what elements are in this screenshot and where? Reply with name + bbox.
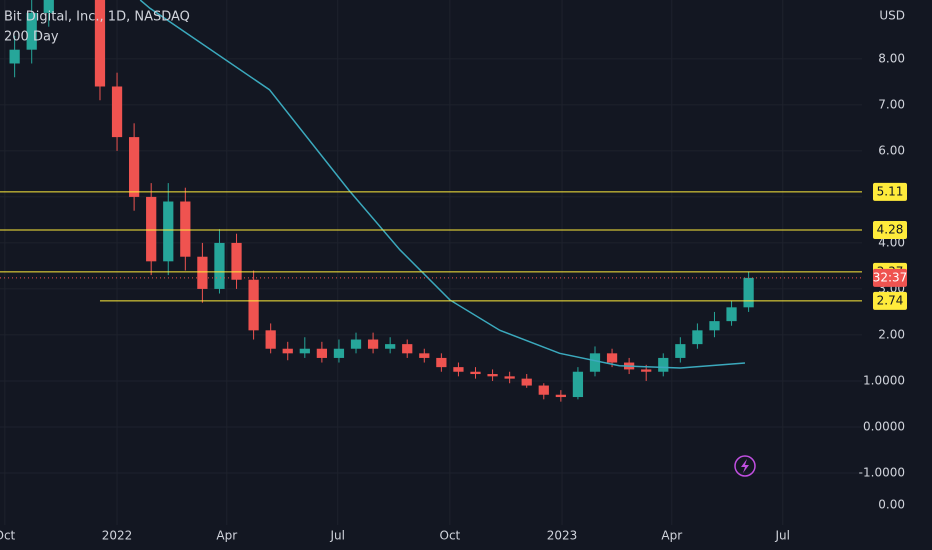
candle-body xyxy=(521,378,532,386)
candle-body xyxy=(487,374,498,377)
time-axis xyxy=(0,525,932,550)
candle-body xyxy=(453,367,464,372)
candle-body xyxy=(350,339,362,349)
level-badge xyxy=(873,221,907,240)
candle-body xyxy=(658,357,669,372)
candle-body xyxy=(743,277,754,308)
x-tick-label: Jul xyxy=(329,529,344,543)
candle-body xyxy=(470,371,481,375)
level-badge xyxy=(873,291,907,310)
chart-title: Bit Digital, Inc., 1D, NASDAQ xyxy=(4,10,190,25)
candle-body xyxy=(128,137,140,197)
y-tick-label: 8.00 xyxy=(878,51,905,65)
level-badge xyxy=(873,182,907,201)
x-tick-label: Oct xyxy=(440,529,461,543)
candle-body xyxy=(641,369,652,372)
candle-body xyxy=(436,357,447,368)
y-tick-label: 2.00 xyxy=(878,327,905,341)
y-tick-label: 6.00 xyxy=(878,143,905,157)
candle-body xyxy=(555,394,566,398)
alert-icon[interactable] xyxy=(734,455,756,477)
alert-bolt xyxy=(741,459,749,473)
extra-scale-label: 0.00 xyxy=(878,498,905,512)
candle-body xyxy=(94,0,106,87)
candle-body xyxy=(419,353,430,358)
candle-body xyxy=(606,353,618,363)
candle-body xyxy=(709,321,720,331)
candle-body xyxy=(163,201,174,262)
candle-body xyxy=(316,348,327,358)
candle-body xyxy=(333,348,345,358)
candle-body xyxy=(197,256,208,289)
x-tick-label: Apr xyxy=(661,529,682,543)
y-tick-label: -1.0000 xyxy=(859,465,905,479)
level-label: 4.28 xyxy=(877,223,904,237)
candle-body xyxy=(692,330,703,345)
candle-body xyxy=(26,12,37,50)
candle-body xyxy=(589,353,601,372)
currency-label: USD xyxy=(879,9,905,23)
indicator-name: 200 Day xyxy=(4,30,59,45)
candle-body xyxy=(538,385,549,395)
candle-body xyxy=(282,348,293,354)
countdown-label: 32:37 xyxy=(873,270,908,284)
countdown-badge xyxy=(873,268,907,287)
plot-area xyxy=(0,0,862,525)
candle-body xyxy=(504,376,515,379)
candle-body xyxy=(231,242,242,280)
candle-body xyxy=(265,330,276,349)
candle-body xyxy=(385,344,396,349)
moving-average-line xyxy=(139,0,746,369)
x-tick-label: 2022 xyxy=(102,529,133,543)
candle-body xyxy=(43,0,54,13)
candle-body xyxy=(572,371,584,398)
y-tick-label: 1.0000 xyxy=(863,373,905,387)
candle-body xyxy=(367,339,379,349)
candle-body xyxy=(299,348,310,354)
x-tick-label: Apr xyxy=(216,529,237,543)
level-label: 5.11 xyxy=(877,184,904,198)
candle-body xyxy=(111,86,123,138)
x-tick-label: Jul xyxy=(775,529,790,543)
x-tick-label: Oct xyxy=(0,529,16,543)
x-tick-label: 2023 xyxy=(547,529,578,543)
candle-body xyxy=(726,307,737,322)
candle-body xyxy=(180,201,191,257)
candle-body xyxy=(9,49,20,64)
candle-body xyxy=(402,344,413,354)
candle-body xyxy=(146,196,157,262)
y-tick-label: 0.0000 xyxy=(863,419,905,433)
level-label: 2.74 xyxy=(877,293,904,307)
candle-body xyxy=(214,242,225,289)
candle-body xyxy=(248,279,259,331)
y-tick-label: 7.00 xyxy=(878,97,905,111)
candle-body xyxy=(675,344,686,358)
